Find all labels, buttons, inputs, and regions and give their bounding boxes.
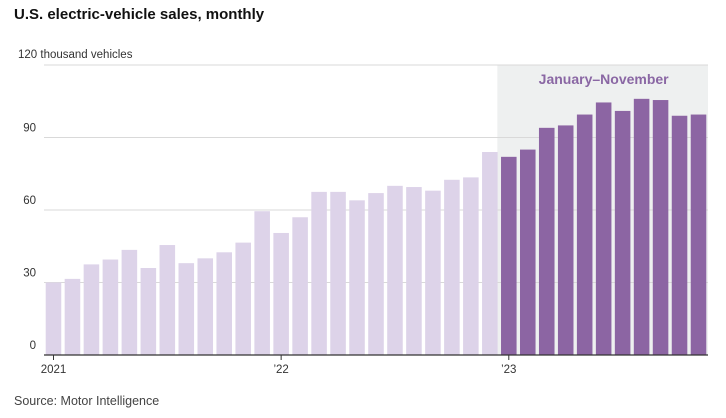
bar-jul-2021 [159, 245, 176, 355]
bar-nov-2022 [463, 177, 479, 355]
source-note: Source: Motor Intelligence [14, 394, 160, 408]
bar-apr-2022 [330, 191, 346, 355]
bar-sep-2021 [197, 258, 214, 355]
bar-mar-2022 [311, 191, 327, 355]
bar-feb-2022 [292, 217, 308, 355]
bar-dec-2021 [254, 211, 270, 355]
bar-apr-2023 [557, 125, 574, 356]
bar-jun-2021 [140, 268, 157, 355]
bar-aug-2021 [178, 263, 195, 355]
bar-jun-2022 [368, 193, 384, 355]
bar-jul-2023 [614, 110, 631, 356]
highlight-label: January–November [539, 71, 670, 87]
bar-feb-2021 [64, 278, 81, 355]
bar-apr-2021 [102, 259, 119, 355]
chart-title: U.S. electric-vehicle sales, monthly [14, 6, 265, 23]
bar-jan-2021 [45, 282, 62, 355]
bar-oct-2021 [216, 252, 233, 355]
y-axis-unit-label: 120 thousand vehicles [18, 49, 133, 61]
bar-nov-2023 [690, 114, 707, 356]
bar-aug-2023 [633, 98, 650, 355]
bar-dec-2022 [482, 152, 498, 355]
x-tick-label: ’22 [273, 364, 288, 376]
bar-oct-2022 [444, 179, 460, 355]
bar-jan-2022 [273, 232, 289, 355]
bar-jul-2022 [387, 185, 403, 355]
bar-may-2021 [121, 249, 138, 355]
bar-may-2023 [576, 114, 593, 356]
bar-jan-2023 [501, 156, 517, 355]
bar-mar-2023 [538, 127, 555, 355]
bar-mar-2021 [83, 264, 100, 355]
bar-oct-2023 [671, 115, 688, 355]
bar-feb-2023 [519, 149, 536, 355]
y-tick-label: 90 [23, 123, 36, 135]
x-tick-label: ’23 [501, 364, 516, 376]
y-tick-label: 0 [30, 340, 36, 352]
y-tick-label: 30 [23, 268, 36, 280]
bar-aug-2022 [406, 187, 422, 355]
bar-jun-2023 [595, 102, 612, 355]
y-tick-label: 60 [23, 195, 36, 207]
bar-sep-2022 [425, 190, 441, 355]
bar-sep-2023 [652, 100, 669, 356]
bar-may-2022 [349, 200, 365, 355]
bar-nov-2021 [235, 242, 251, 355]
x-tick-label: 2021 [41, 364, 67, 376]
